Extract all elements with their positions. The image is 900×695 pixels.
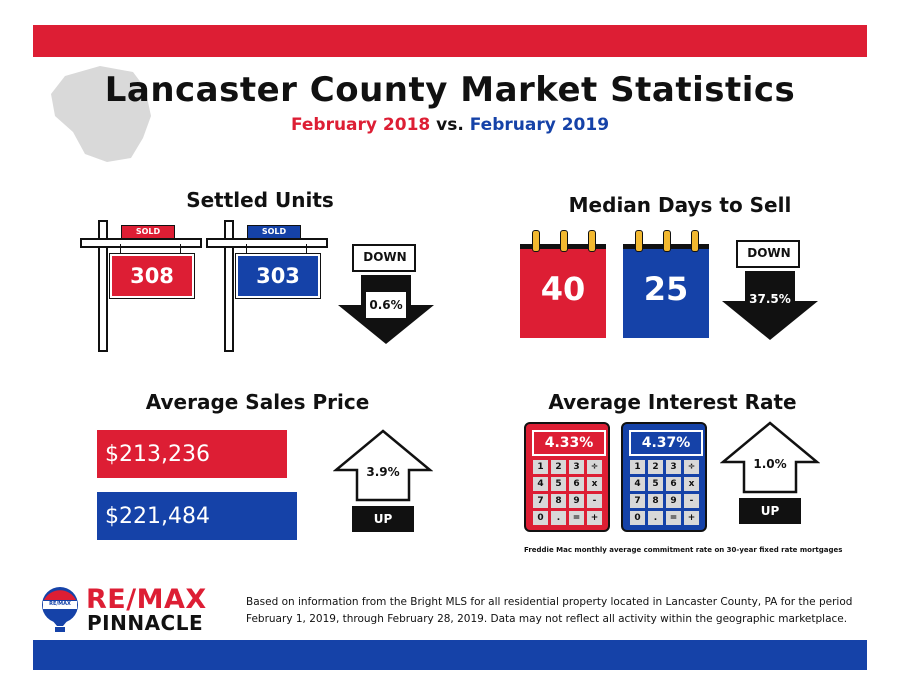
direction-label: DOWN <box>363 250 407 264</box>
calculator-key: 9 <box>569 494 584 508</box>
calculator-key: 6 <box>569 477 584 491</box>
down-arrow-icon <box>722 240 818 340</box>
calendar-ring-icon <box>588 230 596 252</box>
calculator-key: 1 <box>533 460 548 474</box>
calculator-key: ÷ <box>587 460 602 474</box>
direction-label: UP <box>760 504 780 518</box>
price-bar-2019: $221,484 <box>97 492 297 540</box>
median-days-title: Median Days to Sell <box>568 193 792 217</box>
calendar-value: 25 <box>643 270 689 308</box>
calculator-key: 5 <box>551 477 566 491</box>
calculator-keypad: 1 2 3 ÷ 4 5 6 x 7 8 9- 0. = + <box>533 460 602 525</box>
calculator-key: 7 <box>533 494 548 508</box>
page-title: Lancaster County Market Statistics <box>104 70 796 110</box>
calculator-key: . <box>648 511 663 525</box>
sold-tag: SOLD <box>121 225 175 239</box>
interest-rate-title: Average Interest Rate <box>548 390 797 414</box>
calculator-2018: 4.33% 1 2 3 ÷ 4 5 6 x 7 8 9- 0. = + <box>524 422 610 532</box>
settled-units-down-arrow: DOWN 0.6% <box>336 242 436 347</box>
up-arrow-icon <box>720 421 820 524</box>
down-arrow-icon <box>338 244 434 344</box>
sign-value: 308 <box>109 253 195 299</box>
median-days-down-arrow: DOWN 37.5% <box>720 238 820 343</box>
calculator-key: + <box>587 511 602 525</box>
calculator-key: 3 <box>666 460 681 474</box>
calendar-value: 40 <box>540 270 586 308</box>
bottom-banner <box>33 640 867 670</box>
change-value: 37.5% <box>749 292 791 306</box>
calculator-key: x <box>587 477 602 491</box>
calendar-page <box>520 246 606 338</box>
up-arrow-icon <box>333 429 433 532</box>
sign-arm <box>80 238 202 248</box>
top-banner <box>33 25 867 57</box>
calculator-key: x <box>684 477 699 491</box>
balloon-text: RE/MAX <box>49 601 71 607</box>
calculator-key: 2 <box>648 460 663 474</box>
calculator-key: 3 <box>569 460 584 474</box>
price-bar-2018: $213,236 <box>97 430 287 478</box>
calendar-ring-icon <box>691 230 699 252</box>
change-value: 0.6% <box>369 298 403 312</box>
calendar-ring-icon <box>560 230 568 252</box>
calculator-key: 7 <box>630 494 645 508</box>
calculator-key: + <box>684 511 699 525</box>
disclaimer-line-2: February 1, 2019, through February 28, 2… <box>246 613 848 625</box>
disclaimer-line-1: Based on information from the Bright MLS… <box>246 596 853 608</box>
sign-value: 303 <box>235 253 321 299</box>
calculator-2019: 4.37% 1 2 3 ÷ 4 5 6 x 7 8 9- 0. = + <box>621 422 707 532</box>
subtitle-2019: February 2019 <box>469 115 610 135</box>
avg-price-title: Average Sales Price <box>145 390 370 414</box>
direction-label: DOWN <box>747 246 791 260</box>
calculator-key: 8 <box>551 494 566 508</box>
balloon-logo-icon <box>42 587 78 632</box>
calculator-key: 0 <box>630 511 645 525</box>
direction-label: UP <box>373 512 393 526</box>
calendar-ring-icon <box>663 230 671 252</box>
subtitle-vs: vs. <box>436 115 464 135</box>
calculator-key: = <box>569 511 584 525</box>
calendar-page <box>623 246 709 338</box>
sold-sign-2019: SOLD 303 <box>206 220 328 355</box>
calculator-keypad: 1 2 3 ÷ 4 5 6 x 7 8 9- 0. = + <box>630 460 699 525</box>
page-subtitle: February 2018 vs. February 2019 <box>0 115 900 135</box>
interest-rate-up-arrow: 1.0% UP <box>720 420 820 526</box>
logo-pinnacle: PINNACLE <box>87 611 204 635</box>
calculator-key: 6 <box>666 477 681 491</box>
calculator-key: 4 <box>630 477 645 491</box>
calculator-key: ÷ <box>684 460 699 474</box>
calculator-key: - <box>684 494 699 508</box>
sign-arm <box>206 238 328 248</box>
sign-post <box>98 220 108 352</box>
avg-price-up-arrow: 3.9% UP <box>333 428 433 534</box>
sign-post <box>224 220 234 352</box>
calendar-2019: 25 <box>623 228 709 340</box>
calculator-key: = <box>666 511 681 525</box>
change-value: 1.0% <box>753 457 787 471</box>
sold-tag: SOLD <box>247 225 301 239</box>
change-value: 3.9% <box>366 465 400 479</box>
calculator-key: 5 <box>648 477 663 491</box>
calendar-2018: 40 <box>520 228 606 340</box>
calendar-ring-icon <box>532 230 540 252</box>
calculator-key: - <box>587 494 602 508</box>
calculator-key: 9 <box>666 494 681 508</box>
calculator-key: 1 <box>630 460 645 474</box>
subtitle-2018: February 2018 <box>290 115 431 135</box>
calendar-ring-icon <box>635 230 643 252</box>
calculator-key: . <box>551 511 566 525</box>
calculator-screen: 4.37% <box>629 430 703 456</box>
disclaimer: Based on information from the Bright MLS… <box>246 594 866 628</box>
calculator-key: 2 <box>551 460 566 474</box>
calculator-key: 4 <box>533 477 548 491</box>
calculator-key: 8 <box>648 494 663 508</box>
sold-sign-2018: SOLD 308 <box>80 220 202 355</box>
calculator-key: 0 <box>533 511 548 525</box>
county-map-icon <box>51 66 151 162</box>
interest-rate-footnote: Freddie Mac monthly average commitment r… <box>524 546 843 554</box>
settled-units-title: Settled Units <box>186 188 334 212</box>
logo-remax: RE/MAX <box>86 584 207 615</box>
calculator-screen: 4.33% <box>532 430 606 456</box>
